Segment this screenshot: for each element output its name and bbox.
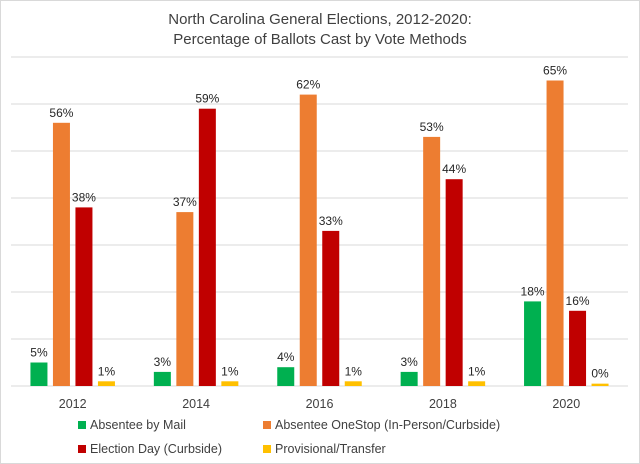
data-label: 53%: [420, 120, 444, 134]
legend-item-provisional-transfer: Provisional/Transfer: [263, 441, 386, 457]
data-label: 38%: [72, 190, 96, 204]
legend-label: Absentee OneStop (In-Person/Curbside): [275, 418, 501, 432]
data-label: 1%: [345, 364, 363, 378]
data-label: 3%: [154, 355, 172, 369]
bar-2014-series-3: [221, 381, 239, 386]
bar-2020-series-1: [546, 80, 564, 386]
legend-item-election-day: Election Day (Curbside): [78, 441, 222, 457]
bar-2014-series-2: [198, 108, 216, 386]
legend-label: Election Day (Curbside): [90, 442, 222, 456]
data-label: 4%: [277, 350, 295, 364]
data-label: 37%: [173, 195, 197, 209]
data-label: 33%: [319, 214, 343, 228]
chart-title: North Carolina General Elections, 2012-2…: [168, 11, 472, 28]
legend-swatch: [263, 421, 271, 429]
bar-2016-series-2: [322, 230, 340, 386]
data-label: 5%: [30, 346, 48, 360]
bar-2016-series-1: [299, 94, 317, 386]
bar-2014-series-1: [176, 212, 194, 386]
bar-2016-series-3: [344, 381, 362, 386]
x-tick-label: 2012: [59, 397, 87, 411]
x-tick-label: 2018: [429, 397, 457, 411]
x-tick-label: 2020: [552, 397, 580, 411]
data-label: 0%: [591, 367, 609, 381]
data-label: 16%: [566, 294, 590, 308]
bar-2018-series-3: [468, 381, 486, 386]
data-label: 1%: [468, 364, 486, 378]
legend-swatch: [263, 445, 271, 453]
legend-label: Provisional/Transfer: [275, 442, 386, 456]
bar-2012-series-3: [97, 381, 115, 386]
bar-2014-series-0: [153, 371, 171, 386]
bar-2020-series-0: [524, 301, 542, 386]
legend-item-absentee-by-mail: Absentee by Mail: [78, 417, 186, 433]
data-label: 56%: [49, 106, 73, 120]
data-label: 44%: [442, 162, 466, 176]
bar-2012-series-1: [52, 122, 70, 387]
chart-subtitle: Percentage of Ballots Cast by Vote Metho…: [173, 31, 467, 48]
legend-swatch: [78, 445, 86, 453]
legend-item-absentee-onestop: Absentee OneStop (In-Person/Curbside): [263, 417, 500, 433]
bar-2012-series-0: [30, 362, 48, 386]
bar-2012-series-2: [75, 207, 93, 386]
data-label: 65%: [543, 64, 567, 78]
bar-2018-series-0: [400, 371, 418, 386]
data-label: 3%: [400, 355, 418, 369]
bar-2018-series-2: [445, 179, 463, 386]
data-label: 1%: [98, 364, 116, 378]
bar-2020-series-2: [569, 310, 587, 386]
legend-swatch: [78, 421, 86, 429]
data-label: 1%: [221, 364, 239, 378]
bar-2016-series-0: [277, 367, 295, 386]
x-tick-label: 2014: [182, 397, 210, 411]
data-label: 62%: [296, 78, 320, 92]
legend-label: Absentee by Mail: [90, 418, 186, 432]
data-label: 59%: [195, 92, 219, 106]
bar-2020-series-3: [591, 383, 609, 386]
x-tick-label: 2016: [306, 397, 334, 411]
bar-2018-series-1: [423, 136, 441, 386]
data-label: 18%: [521, 284, 545, 298]
legend: Absentee by Mail Absentee OneStop (In-Pe…: [0, 417, 640, 461]
